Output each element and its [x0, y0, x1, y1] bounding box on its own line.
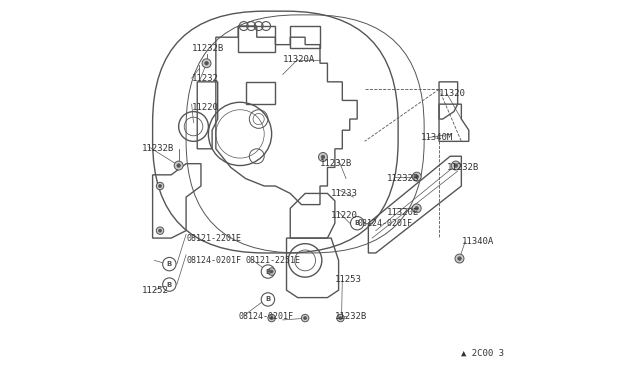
- Circle shape: [301, 314, 309, 322]
- Text: 11253: 11253: [335, 275, 362, 283]
- Circle shape: [415, 206, 419, 210]
- Circle shape: [412, 172, 421, 181]
- Circle shape: [261, 265, 275, 278]
- Text: 11320A: 11320A: [283, 55, 315, 64]
- Circle shape: [268, 268, 275, 275]
- Circle shape: [270, 317, 273, 320]
- Text: 11232B: 11232B: [141, 144, 173, 153]
- Text: 11320E: 11320E: [387, 208, 419, 217]
- Text: 11232B: 11232B: [447, 163, 479, 172]
- Circle shape: [270, 270, 273, 273]
- Text: 11233: 11233: [331, 189, 358, 198]
- Text: 11232: 11232: [191, 74, 218, 83]
- Circle shape: [412, 204, 421, 213]
- Text: 08121-2201E: 08121-2201E: [186, 234, 241, 243]
- Circle shape: [458, 257, 461, 260]
- Circle shape: [303, 317, 307, 320]
- Text: 11252: 11252: [141, 286, 168, 295]
- Circle shape: [163, 257, 176, 271]
- Circle shape: [455, 254, 464, 263]
- Circle shape: [415, 175, 419, 179]
- Circle shape: [261, 293, 275, 306]
- Circle shape: [319, 153, 328, 161]
- Text: B: B: [166, 261, 172, 267]
- Text: 08124-0201F: 08124-0201F: [357, 219, 412, 228]
- Circle shape: [339, 317, 342, 320]
- Circle shape: [321, 155, 324, 159]
- Circle shape: [156, 182, 164, 190]
- Circle shape: [337, 314, 344, 322]
- Circle shape: [159, 185, 161, 187]
- Text: 11220: 11220: [191, 103, 218, 112]
- Text: 11232B: 11232B: [387, 174, 419, 183]
- Text: 11220: 11220: [331, 211, 358, 220]
- Text: ▲ 2C00 3: ▲ 2C00 3: [461, 349, 504, 358]
- Circle shape: [205, 61, 209, 65]
- Text: 08124-0201F: 08124-0201F: [238, 312, 293, 321]
- Circle shape: [351, 217, 364, 230]
- Circle shape: [202, 59, 211, 68]
- Circle shape: [159, 229, 161, 232]
- Text: B: B: [355, 220, 360, 226]
- Text: B: B: [166, 282, 172, 288]
- Circle shape: [177, 164, 180, 167]
- Circle shape: [163, 278, 176, 291]
- Text: 11232B: 11232B: [320, 159, 352, 168]
- Circle shape: [454, 164, 458, 167]
- Text: 08124-0201F: 08124-0201F: [186, 256, 241, 265]
- Text: B: B: [266, 296, 271, 302]
- Text: 11232B: 11232B: [335, 312, 367, 321]
- Text: 11320: 11320: [439, 89, 466, 97]
- Text: 11340A: 11340A: [461, 237, 493, 246]
- Text: B: B: [266, 269, 271, 275]
- Text: 08121-2251E: 08121-2251E: [246, 256, 301, 265]
- Circle shape: [174, 161, 183, 170]
- Circle shape: [268, 314, 275, 322]
- Circle shape: [156, 227, 164, 234]
- Text: 11232B: 11232B: [191, 44, 224, 53]
- Text: 11340M: 11340M: [420, 133, 452, 142]
- Circle shape: [451, 161, 460, 170]
